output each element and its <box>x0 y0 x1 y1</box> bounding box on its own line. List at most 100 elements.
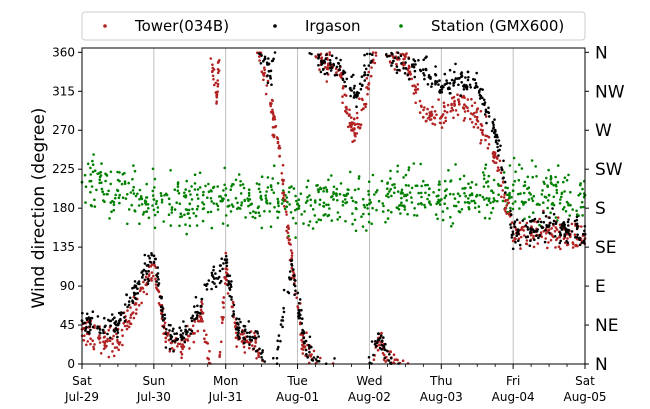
data-point <box>440 88 444 91</box>
data-point <box>179 215 182 219</box>
data-point <box>288 276 291 279</box>
data-point <box>423 206 427 209</box>
data-point <box>363 53 366 57</box>
data-point <box>173 188 177 191</box>
data-point <box>403 208 407 211</box>
data-point <box>567 218 570 221</box>
data-point <box>116 338 119 342</box>
data-point <box>320 56 324 59</box>
data-point <box>496 169 499 172</box>
data-point <box>147 216 151 220</box>
data-point <box>140 286 144 290</box>
data-point <box>328 51 332 54</box>
data-point <box>247 194 251 197</box>
data-point <box>189 332 192 336</box>
data-point <box>371 51 375 54</box>
data-point <box>552 195 556 199</box>
data-point <box>367 220 371 224</box>
data-point <box>215 100 218 103</box>
data-point <box>162 332 165 335</box>
data-point <box>93 198 96 202</box>
data-point <box>487 185 490 188</box>
data-point <box>555 191 559 195</box>
data-point <box>222 262 225 265</box>
data-point <box>127 181 130 185</box>
data-point <box>280 319 283 322</box>
data-point <box>297 198 301 201</box>
data-point <box>354 229 358 233</box>
data-point <box>133 209 136 212</box>
data-point <box>487 143 491 146</box>
data-point <box>458 210 462 214</box>
data-point <box>365 203 369 207</box>
data-point <box>473 78 477 81</box>
data-point <box>341 87 345 90</box>
data-point <box>109 319 113 323</box>
data-point <box>147 207 150 210</box>
data-point <box>199 304 203 308</box>
data-point <box>217 60 220 63</box>
data-point <box>509 223 512 226</box>
data-point <box>540 235 543 238</box>
data-point <box>515 218 519 222</box>
data-point <box>555 228 559 231</box>
data-point <box>524 235 528 239</box>
data-point <box>86 162 90 166</box>
data-point <box>222 296 226 299</box>
data-point <box>422 58 426 62</box>
data-point <box>207 357 210 361</box>
data-point <box>93 169 97 172</box>
data-point <box>132 185 135 189</box>
data-point <box>547 241 550 244</box>
data-point <box>424 56 427 60</box>
data-point <box>450 224 453 228</box>
data-point <box>410 196 413 199</box>
data-point <box>389 61 392 64</box>
data-point <box>371 173 375 177</box>
data-point <box>551 207 554 210</box>
data-point <box>578 243 582 247</box>
data-point <box>507 201 511 205</box>
data-point <box>228 288 232 291</box>
data-point <box>133 280 137 283</box>
data-point <box>182 320 185 323</box>
data-point <box>334 192 338 195</box>
data-point <box>99 170 103 174</box>
data-point <box>546 184 549 187</box>
data-point <box>84 185 88 188</box>
data-point <box>449 215 452 219</box>
data-point <box>170 335 174 339</box>
data-point <box>290 251 294 255</box>
y-tick-label: 270 <box>52 123 75 137</box>
data-point <box>301 352 305 355</box>
data-point <box>506 193 509 197</box>
data-point <box>262 78 265 82</box>
data-point <box>294 194 297 198</box>
data-point <box>123 316 126 319</box>
data-point <box>221 301 225 304</box>
data-point <box>329 69 333 72</box>
data-point <box>479 141 482 145</box>
data-point <box>154 202 158 206</box>
data-point <box>351 222 354 226</box>
data-point <box>138 197 141 201</box>
data-point <box>389 356 393 360</box>
data-point <box>462 174 466 178</box>
data-point <box>323 72 327 76</box>
data-point <box>188 347 191 350</box>
data-point <box>286 231 290 235</box>
data-point <box>194 295 198 299</box>
legend-entry: Tower(034B) <box>103 17 229 35</box>
data-point <box>469 117 472 121</box>
data-point <box>151 189 155 193</box>
data-point <box>325 203 328 207</box>
data-point <box>283 207 287 211</box>
data-point <box>230 305 234 309</box>
data-point <box>223 166 226 170</box>
data-point <box>209 197 213 200</box>
data-point <box>466 78 470 82</box>
data-point <box>361 197 365 201</box>
data-point <box>492 126 496 129</box>
data-point <box>269 102 272 106</box>
data-point <box>508 191 511 195</box>
